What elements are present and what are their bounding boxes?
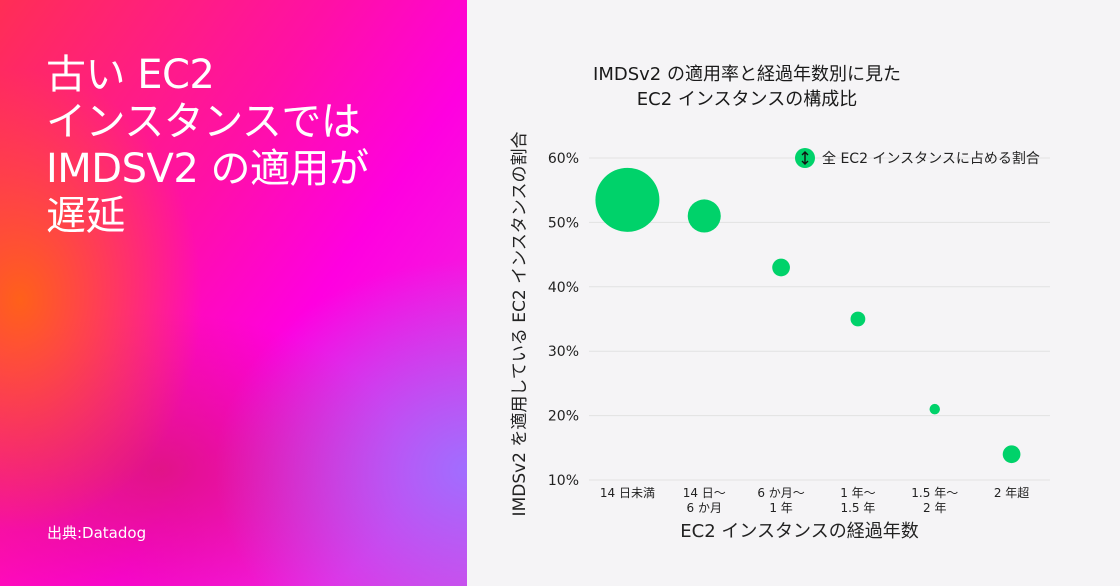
y-tick-label: 40% — [548, 280, 579, 296]
x-tick-label: 1.5 年〜 2 年 — [911, 486, 958, 515]
source-credit: 出典:Datadog — [47, 524, 147, 542]
data-bubble — [687, 199, 721, 233]
x-tick-label: 6 か月〜 1 年 — [757, 486, 804, 515]
x-tick-label: 1 年〜 1.5 年 — [840, 486, 875, 515]
data-bubble — [772, 258, 790, 277]
data-bubble — [929, 403, 940, 415]
data-bubble — [595, 167, 660, 232]
slide-headline: 古い EC2 インスタンスでは IMDSV2 の適用が 遅延 — [46, 52, 369, 239]
y-axis-label: IMDSv2 を適用している EC2 インスタンスの割合 — [510, 132, 530, 517]
y-tick-label: 60% — [548, 151, 579, 167]
y-tick-label: 50% — [548, 215, 579, 231]
x-tick-label: 14 日〜 6 か月 — [683, 486, 726, 515]
x-axis-label: EC2 インスタンスの経過年数 — [680, 521, 918, 542]
legend-label: 全 EC2 インスタンスに占める割合 — [822, 150, 1040, 167]
data-bubble — [1002, 445, 1021, 464]
title-panel: 古い EC2 インスタンスでは IMDSV2 の適用が 遅延 出典:Datado… — [0, 0, 467, 586]
data-bubble — [850, 311, 866, 327]
bubble-chart: 10% 20% 30% 40% 50% 60% 14 日未満 14 日〜 6 か月 6 か月〜 1 … — [510, 132, 1050, 542]
x-tick-label: 14 日未満 — [600, 486, 655, 500]
chart-area: IMDSv2 の適用率と経過年数別に見た EC2 インスタンスの構成比 10% 2… — [467, 0, 1120, 586]
y-tick-label: 10% — [548, 473, 579, 489]
double-arrow-icon — [801, 151, 809, 165]
y-tick-label: 30% — [548, 344, 579, 360]
x-tick-label: 2 年超 — [994, 485, 1029, 500]
y-tick-label: 20% — [548, 409, 579, 425]
chart-title: IMDSv2 の適用率と経過年数別に見た EC2 インスタンスの構成比 — [593, 64, 901, 110]
